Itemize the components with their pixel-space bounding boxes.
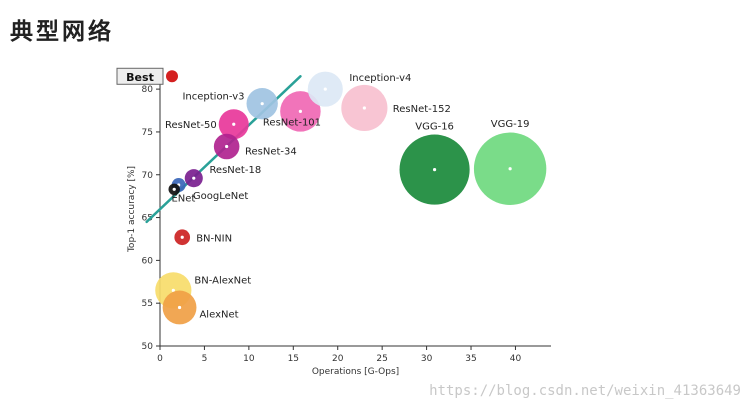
y-tick-label: 60 [142, 256, 154, 266]
point-label: Inception-v3 [182, 92, 244, 103]
bubble-center-dot [362, 106, 366, 110]
x-tick-label: 25 [376, 354, 387, 364]
axes: 0 5 10 15 20 25 30 35 40 50 55 60 65 70 75 80 Operations… [127, 72, 551, 377]
best-box [116, 67, 164, 85]
point-label: BN-AlexNet [194, 275, 251, 286]
point-label: ResNet-34 [245, 146, 297, 157]
point-label: VGG-19 [491, 119, 530, 130]
bubble-center-dot [225, 144, 229, 149]
x-tick-label: 0 [157, 354, 163, 364]
best-marker-layer: Best [116, 67, 178, 85]
x-tick-label: 10 [243, 354, 255, 364]
point-label: ResNet-18 [209, 165, 261, 176]
bubble-center-dot [171, 288, 175, 292]
bubble-center-dot [232, 122, 236, 126]
bubble-center-dot [192, 176, 196, 180]
x-tick-label: 40 [510, 354, 522, 364]
y-tick-label: 70 [142, 171, 154, 181]
bubble-center-dot [432, 168, 437, 172]
x-tick-label: 20 [332, 354, 344, 364]
x-tick-label: 15 [288, 354, 299, 364]
y-tick-label: 50 [142, 342, 154, 352]
bubble-center-dot [172, 187, 176, 191]
point-label: ResNet-152 [393, 104, 451, 115]
x-axis-label: Operations [G-Ops] [312, 367, 399, 377]
y-tick-label: 75 [142, 128, 153, 138]
bubble-center-dot [180, 235, 184, 239]
point-label: BN-NIN [196, 233, 232, 244]
bubble-center-dot [260, 102, 264, 106]
point-label: ResNet-101 [263, 117, 321, 128]
x-tick-label: 30 [421, 354, 433, 364]
bubble-center-dot [323, 87, 327, 91]
y-tick-label: 80 [142, 85, 154, 95]
y-tick-label: 65 [142, 214, 153, 224]
bubble-center-dot [508, 167, 512, 171]
bubble-center-dot [177, 305, 182, 310]
y-axis-label: Top-1 accuracy [%] [127, 166, 137, 253]
y-tick-label: 55 [142, 299, 153, 309]
bubble-center-dot [298, 109, 303, 113]
point-label: AlexNet [199, 309, 238, 320]
best-label: Best [126, 71, 154, 84]
x-tick-label: 35 [465, 354, 476, 364]
best-dot [166, 70, 178, 83]
watermark: https://blog.csdn.net/weixin_41363649 [429, 383, 741, 399]
point-label: Inception-v4 [349, 73, 411, 84]
points-layer [155, 71, 547, 325]
x-tick-label: 5 [202, 354, 208, 364]
page-heading: 典型网络 [10, 18, 114, 45]
point-label: VGG-16 [415, 121, 454, 132]
point-label: ENet [171, 193, 195, 204]
point-label: GoogLeNet [193, 191, 249, 202]
point-label: ResNet-50 [165, 120, 217, 131]
